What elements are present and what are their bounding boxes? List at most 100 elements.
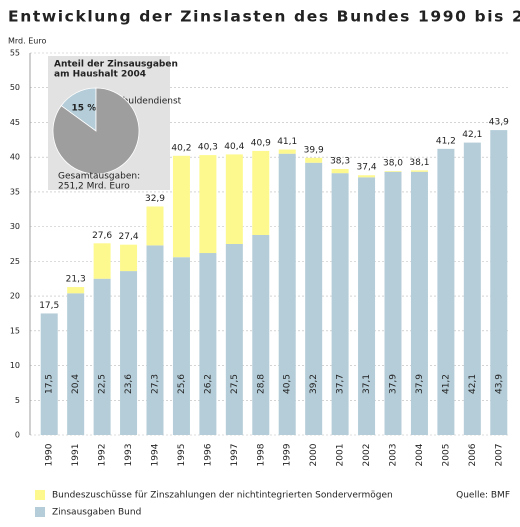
x-tick-label: 2002 xyxy=(362,444,372,467)
value-label: 37,9 xyxy=(415,374,425,394)
bar-segment xyxy=(331,168,349,174)
bar-segment xyxy=(384,171,402,435)
bar-segment xyxy=(410,170,428,172)
y-tick-label: 20 xyxy=(10,292,20,301)
bar-segment xyxy=(93,243,111,279)
y-tick-label: 30 xyxy=(10,222,20,231)
bar-segment xyxy=(490,130,508,435)
legend-label: Bundeszuschüsse für Zinszahlungen der ni… xyxy=(52,491,393,501)
bar-segment xyxy=(225,154,243,244)
y-tick-label: 5 xyxy=(15,396,20,405)
x-tick-label: 1992 xyxy=(98,444,108,467)
y-tick-label: 50 xyxy=(10,83,20,92)
x-tick-label: 1995 xyxy=(177,444,187,467)
total-label: 17,5 xyxy=(39,301,59,311)
inset-note: 251,2 Mrd. Euro xyxy=(58,182,130,192)
bar-segment xyxy=(172,257,190,435)
total-label: 38,1 xyxy=(409,158,429,168)
y-tick-label: 10 xyxy=(10,361,20,370)
inset-title: am Haushalt 2004 xyxy=(54,70,146,80)
value-label: 41,2 xyxy=(441,374,451,394)
pie-slice xyxy=(52,87,140,175)
pie-label: 15 % xyxy=(72,104,97,114)
value-label: 26,2 xyxy=(203,374,213,394)
value-label: 40,5 xyxy=(283,374,293,394)
total-label: 27,4 xyxy=(119,232,139,242)
x-tick-label: 2000 xyxy=(309,443,319,466)
pie-name: Schuldendienst xyxy=(112,97,182,107)
total-label: 38,3 xyxy=(330,156,350,166)
total-label: 38,0 xyxy=(383,159,403,169)
y-tick-label: 45 xyxy=(10,118,20,127)
bar-segment xyxy=(305,157,323,163)
bar-segment xyxy=(252,234,270,435)
x-tick-label: 2005 xyxy=(441,444,451,467)
y-tick-label: 15 xyxy=(10,326,20,335)
bar-segment xyxy=(40,313,58,435)
bar-segment xyxy=(410,171,428,435)
bar-segment xyxy=(305,162,323,436)
bar-segment xyxy=(437,148,455,435)
x-tick-label: 1991 xyxy=(71,444,81,467)
value-label: 37,1 xyxy=(362,374,372,394)
total-label: 43,9 xyxy=(489,118,509,128)
value-label: 42,1 xyxy=(468,374,478,394)
total-label: 40,4 xyxy=(224,142,244,152)
inset-title: Anteil der Zinsausgaben xyxy=(54,60,178,70)
y-tick-label: 0 xyxy=(15,431,20,440)
value-label: 37,9 xyxy=(389,374,399,394)
value-label: 22,5 xyxy=(98,374,108,394)
value-label: 17,5 xyxy=(45,374,55,394)
value-label: 27,5 xyxy=(230,374,240,394)
source: Quelle: BMF xyxy=(456,491,510,501)
value-label: 28,8 xyxy=(256,374,266,394)
y-tick-label: 40 xyxy=(10,153,20,162)
inset-note: Gesamtausgaben: xyxy=(58,172,140,182)
legend-swatch xyxy=(35,507,45,517)
y-tick-label: 55 xyxy=(10,49,20,58)
x-tick-label: 1997 xyxy=(230,444,240,467)
x-tick-label: 1998 xyxy=(256,443,266,466)
value-label: 39,2 xyxy=(309,374,319,394)
x-tick-label: 2003 xyxy=(389,444,399,467)
total-label: 27,6 xyxy=(92,231,112,241)
chart-title: Entwicklung der Zinslasten des Bundes 19… xyxy=(8,8,520,26)
x-tick-label: 2006 xyxy=(468,443,478,466)
bar-segment xyxy=(252,150,270,235)
y-axis-label: Mrd. Euro xyxy=(8,37,46,46)
bar-segment xyxy=(120,244,138,272)
x-tick-label: 2001 xyxy=(336,444,346,467)
total-label: 40,3 xyxy=(198,143,218,153)
total-label: 42,1 xyxy=(462,130,482,140)
bar-segment xyxy=(120,271,138,435)
value-label: 43,9 xyxy=(494,374,504,394)
x-tick-label: 1999 xyxy=(283,443,293,466)
total-label: 32,9 xyxy=(145,194,165,204)
total-label: 39,9 xyxy=(304,145,324,155)
total-label: 41,2 xyxy=(436,136,456,146)
total-label: 37,4 xyxy=(357,163,377,173)
bar-segment xyxy=(199,253,217,435)
bar-segment xyxy=(384,171,402,172)
x-tick-label: 1994 xyxy=(151,443,161,466)
total-label: 41,1 xyxy=(277,137,297,147)
bar-segment xyxy=(358,175,376,178)
value-label: 37,7 xyxy=(336,374,346,394)
bar-segment xyxy=(358,177,376,435)
bar-segment xyxy=(278,153,296,435)
total-label: 40,9 xyxy=(251,138,271,148)
bar-segment xyxy=(278,149,296,154)
bar-segment xyxy=(67,287,85,294)
value-label: 25,6 xyxy=(177,374,187,394)
bar-segment xyxy=(172,155,190,258)
bar-segment xyxy=(225,244,243,435)
x-tick-label: 2007 xyxy=(494,444,504,467)
value-label: 20,4 xyxy=(71,374,81,394)
bar-segment xyxy=(331,173,349,435)
bar-segment xyxy=(93,278,111,435)
bar-segment xyxy=(146,245,164,435)
x-tick-label: 1990 xyxy=(45,443,55,466)
bar-segment xyxy=(67,293,85,435)
legend-swatch xyxy=(35,490,45,500)
